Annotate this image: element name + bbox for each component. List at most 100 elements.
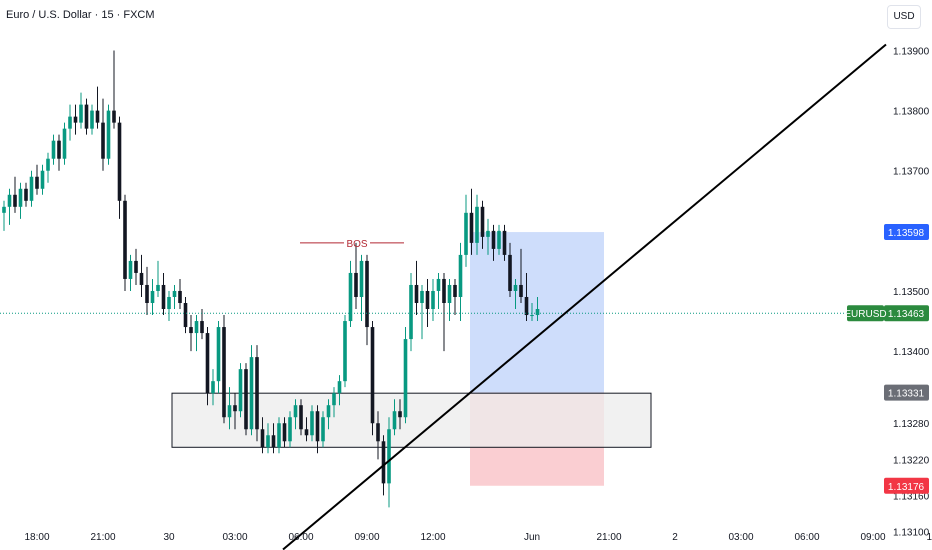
candle-body — [348, 272, 353, 322]
candle-body — [508, 254, 512, 291]
x-tick-label: 03:00 — [728, 532, 753, 543]
candle-body — [310, 411, 314, 436]
x-tick-label: 06:00 — [794, 532, 819, 543]
x-tick-label: 12:00 — [926, 532, 932, 543]
candle-body — [304, 429, 309, 436]
candle — [370, 321, 375, 436]
candle — [117, 116, 122, 219]
candle — [420, 284, 424, 340]
y-tick-label: 1.13700 — [893, 167, 930, 178]
candle-body — [469, 212, 474, 243]
candle — [337, 375, 342, 406]
candle-body — [238, 369, 243, 412]
candle-body — [370, 327, 375, 424]
candle — [167, 290, 171, 322]
candle-body — [24, 188, 28, 201]
candle-body — [249, 357, 254, 430]
x-tick-label: 12:00 — [420, 532, 445, 543]
candle-body — [18, 188, 23, 207]
candle-body — [194, 321, 199, 334]
candle — [508, 242, 512, 297]
candle — [442, 272, 446, 352]
candle — [227, 387, 232, 430]
candle — [486, 218, 490, 255]
candle-body — [35, 176, 39, 189]
candle — [299, 399, 303, 436]
candle-body — [354, 272, 358, 297]
axes-layer: 1.13900 1.13800 1.13700 1.13500 1.13400 1.132… — [24, 47, 932, 544]
candle-body — [260, 429, 265, 448]
candle — [18, 182, 23, 219]
candle-body — [513, 284, 518, 291]
candle-body — [332, 393, 336, 406]
candle — [453, 278, 457, 316]
candle — [189, 315, 193, 352]
bos-label: BOS — [346, 239, 367, 250]
candle — [310, 405, 314, 442]
candle — [123, 194, 127, 291]
candle — [414, 260, 419, 316]
candle — [233, 393, 237, 430]
candle — [128, 254, 133, 291]
candle — [244, 363, 248, 436]
candle — [134, 248, 138, 285]
candle-body — [282, 423, 287, 442]
currency-button[interactable]: USD — [887, 5, 921, 29]
candle — [84, 98, 89, 135]
candle — [464, 194, 468, 267]
candle — [387, 417, 391, 508]
candle — [145, 266, 149, 316]
x-tick-label: 21:00 — [90, 532, 115, 543]
candle — [343, 315, 347, 388]
candle-body — [183, 303, 188, 328]
candle — [271, 423, 276, 454]
candle-body — [392, 411, 397, 430]
candle — [519, 248, 523, 304]
candle-body — [128, 260, 133, 279]
candle-body — [486, 230, 490, 237]
candle — [35, 164, 39, 195]
candle-body — [95, 110, 100, 123]
x-tick-label: 30 — [163, 532, 175, 543]
candle-body — [337, 381, 342, 394]
candle-body — [431, 290, 435, 310]
target-price-tag-bg — [884, 224, 929, 241]
x-tick-label: 03:00 — [222, 532, 247, 543]
y-tick-label: 1.13160 — [893, 491, 930, 502]
candle-body — [161, 284, 166, 310]
candle-body — [359, 260, 364, 297]
candle — [95, 86, 100, 129]
entry-price-tag: 1.13331 — [888, 389, 925, 400]
candle-body — [365, 260, 369, 328]
candle-body — [112, 110, 116, 123]
candle-body — [156, 284, 160, 291]
candle — [2, 200, 6, 231]
candle — [315, 405, 320, 454]
candle-body — [101, 122, 105, 159]
candle — [200, 309, 204, 340]
candle — [90, 104, 94, 135]
candle-body — [7, 194, 12, 207]
candle — [458, 242, 463, 322]
candle-body — [2, 206, 6, 213]
zones-layer — [171, 232, 652, 486]
candle — [7, 188, 12, 225]
candle-body — [73, 116, 78, 123]
candle-body — [524, 296, 529, 316]
candle — [480, 200, 485, 249]
candle-body — [420, 290, 424, 304]
candle — [266, 423, 270, 454]
candle — [530, 303, 534, 322]
candle-body — [123, 200, 127, 279]
candle — [365, 254, 369, 346]
candle — [398, 399, 402, 430]
candle-body — [458, 254, 463, 297]
candle — [403, 327, 408, 424]
candle — [62, 122, 67, 165]
candle — [293, 399, 298, 430]
candle-body — [381, 441, 386, 484]
candle-body — [519, 284, 523, 297]
candle-body — [216, 327, 221, 382]
candle-body — [480, 206, 485, 237]
